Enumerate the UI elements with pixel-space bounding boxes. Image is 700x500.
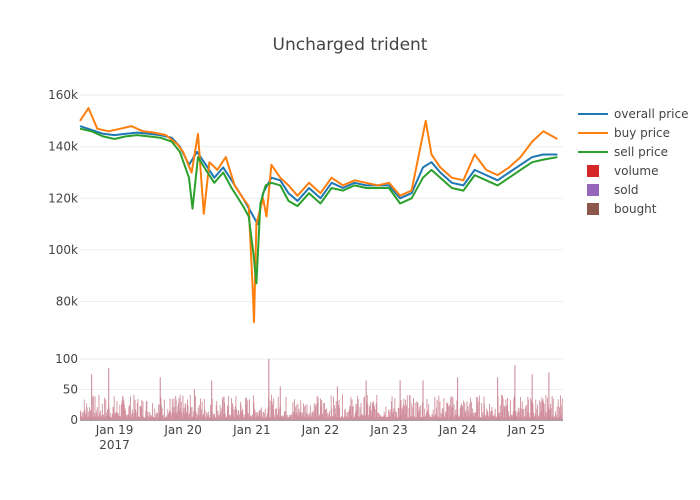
- legend-item-bought[interactable]: bought: [587, 202, 657, 216]
- x-tick-label: Jan 23: [369, 423, 408, 437]
- price-tick-label: 120k: [48, 191, 78, 205]
- price-lines: [79, 107, 558, 324]
- price-tick-label: 80k: [56, 294, 78, 308]
- x-tick-label: Jan 25: [507, 423, 546, 437]
- x-tick-label: Jan 19: [95, 423, 134, 437]
- price-axis-ticks: 80k 100k 120k 140k 160k: [48, 88, 78, 308]
- legend[interactable]: overall price buy price sell price volume so…: [578, 107, 688, 216]
- series-line-sell-price: [79, 127, 558, 285]
- legend-label: sell price: [614, 145, 668, 159]
- volume-bars: [79, 359, 563, 420]
- x-tick-label: Jan 24: [438, 423, 477, 437]
- volume-tick-label: 100: [55, 352, 78, 366]
- x-tick-label: Jan 20: [163, 423, 202, 437]
- volume-tick-label: 50: [63, 383, 78, 397]
- legend-label: volume: [614, 164, 658, 178]
- legend-swatch: [587, 184, 599, 196]
- legend-item-sold[interactable]: sold: [587, 183, 639, 197]
- legend-item-buy-price[interactable]: buy price: [578, 126, 670, 140]
- series-line-overall-price: [79, 125, 558, 226]
- volume-tick-label: 0: [70, 413, 78, 427]
- legend-item-volume[interactable]: volume: [587, 164, 658, 178]
- legend-item-sell-price[interactable]: sell price: [578, 145, 668, 159]
- legend-item-overall-price[interactable]: overall price: [578, 107, 688, 121]
- price-tick-label: 140k: [48, 140, 78, 154]
- x-tick-label: Jan 21: [232, 423, 271, 437]
- legend-swatch: [587, 203, 599, 215]
- price-tick-label: 100k: [48, 243, 78, 257]
- chart-title: Uncharged trident: [273, 35, 428, 55]
- price-tick-label: 160k: [48, 88, 78, 102]
- x-tick-year-label: 2017: [99, 438, 130, 452]
- legend-label: bought: [614, 202, 657, 216]
- volume-axis-ticks: 0 50 100: [55, 352, 78, 427]
- x-tick-label: Jan 22: [301, 423, 340, 437]
- legend-label: buy price: [614, 126, 670, 140]
- series-line-buy-price: [79, 107, 558, 324]
- legend-swatch: [587, 165, 599, 177]
- legend-label: overall price: [614, 107, 688, 121]
- legend-label: sold: [614, 183, 639, 197]
